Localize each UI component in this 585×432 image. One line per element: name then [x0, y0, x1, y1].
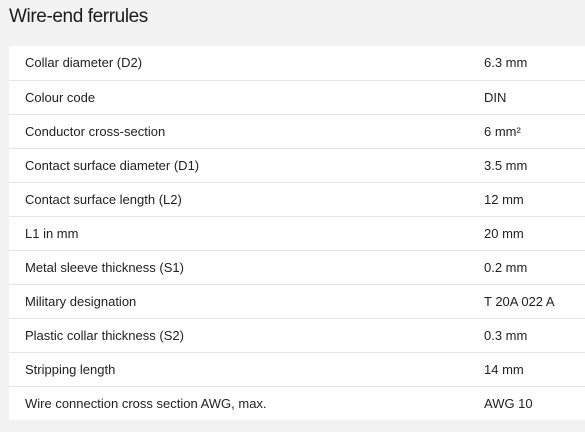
spec-label: Colour code [9, 80, 484, 115]
spec-label: Collar diameter (D2) [9, 46, 484, 81]
table-row: L1 in mm 20 mm [9, 216, 585, 251]
table-row: Military designation T 20A 022 A [9, 284, 585, 319]
table-row: Collar diameter (D2) 6.3 mm [9, 46, 585, 81]
spec-value: 6 mm² [484, 114, 585, 149]
spec-table: Collar diameter (D2) 6.3 mm Colour code … [9, 46, 585, 420]
table-row: Conductor cross-section 6 mm² [9, 114, 585, 149]
spec-label: Contact surface diameter (D1) [9, 148, 484, 183]
spec-label: Stripping length [9, 352, 484, 387]
spec-label: Contact surface length (L2) [9, 182, 484, 217]
spec-value: 3.5 mm [484, 148, 585, 183]
table-row: Contact surface length (L2) 12 mm [9, 182, 585, 217]
spec-label: Wire connection cross section AWG, max. [25, 395, 267, 411]
spec-value: 0.2 mm [484, 250, 585, 285]
spec-label: Metal sleeve thickness (S1) [9, 250, 484, 285]
table-row: Contact surface diameter (D1) 3.5 mm [9, 148, 585, 183]
spec-value: T 20A 022 A [484, 284, 585, 319]
spec-value: 20 mm [484, 216, 585, 251]
spec-label: L1 in mm [9, 216, 484, 251]
table-row: Stripping length 14 mm [9, 352, 585, 387]
section-title: Wire-end ferrules [9, 6, 148, 27]
spec-value: 6.3 mm [484, 46, 585, 81]
spec-value: 0.3 mm [484, 318, 585, 353]
spec-value: 14 mm [484, 352, 585, 387]
table-row: Colour code DIN [9, 80, 585, 115]
spec-label: Conductor cross-section [9, 114, 484, 149]
spec-label: Plastic collar thickness (S2) [9, 318, 484, 353]
table-row: Wire connection cross section AWG, max. … [9, 386, 585, 420]
spec-table-body: Collar diameter (D2) 6.3 mm Colour code … [9, 46, 585, 420]
table-row: Plastic collar thickness (S2) 0.3 mm [9, 318, 585, 353]
spec-label: Military designation [9, 284, 484, 319]
spec-value: AWG 10 [484, 395, 533, 411]
spec-value: DIN [484, 80, 585, 115]
table-row: Metal sleeve thickness (S1) 0.2 mm [9, 250, 585, 285]
spec-value: 12 mm [484, 182, 585, 217]
